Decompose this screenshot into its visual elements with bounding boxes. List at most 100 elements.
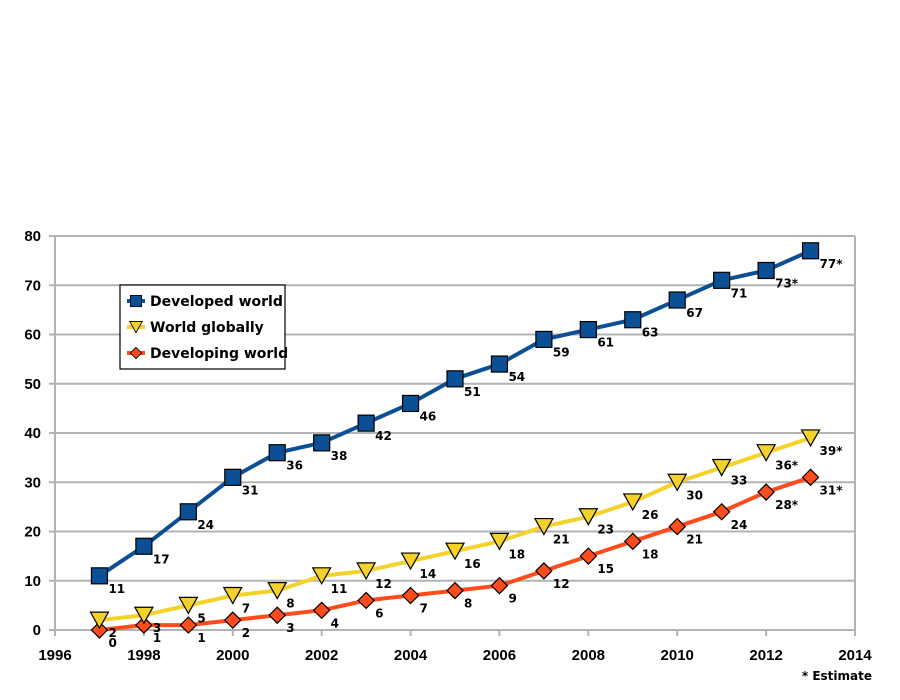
data-point-triangle — [267, 581, 288, 600]
data-point-square — [624, 311, 642, 329]
estimate-note: * Estimate — [802, 669, 872, 683]
data-point-square — [757, 261, 775, 280]
x-tick-label: 2010 — [661, 647, 694, 664]
legend-label: Developed world — [150, 294, 283, 310]
data-point-triangle — [444, 542, 466, 561]
data-label: 18 — [508, 547, 525, 561]
data-label: 2 — [108, 626, 116, 640]
data-point-diamond — [623, 532, 642, 551]
data-point-diamond — [490, 576, 509, 595]
data-point-triangle — [667, 473, 688, 492]
data-label: 12 — [375, 577, 392, 591]
data-point-square — [490, 355, 509, 373]
data-point-diamond — [668, 517, 687, 536]
data-point-square — [446, 370, 464, 388]
data-label: 9 — [508, 592, 516, 606]
legend-label: Developing world — [150, 346, 288, 362]
data-point-diamond — [579, 547, 598, 565]
x-tick-label: 2006 — [483, 647, 516, 664]
data-point-diamond — [712, 502, 731, 521]
data-point-square — [535, 330, 553, 349]
data-label: 21 — [686, 533, 703, 547]
data-point-square — [129, 294, 143, 308]
data-label: 11 — [108, 582, 125, 596]
series-group — [89, 242, 821, 639]
data-label: 8 — [286, 597, 294, 611]
data-label: 1 — [197, 631, 205, 645]
data-point-diamond — [223, 611, 242, 629]
data-point-square — [90, 567, 109, 585]
data-label: 63 — [642, 326, 659, 340]
data-point-diamond — [312, 601, 331, 620]
data-label: 46 — [420, 409, 437, 423]
x-tick-label: 2012 — [749, 647, 782, 664]
x-tick-label: 1996 — [38, 647, 71, 664]
data-label: 1 — [153, 631, 161, 645]
data-label: 51 — [464, 385, 481, 399]
data-point-diamond — [179, 616, 198, 634]
data-label: 26 — [642, 508, 659, 522]
data-label: 0 — [108, 636, 116, 650]
data-label: 18 — [642, 547, 659, 561]
data-point-diamond — [268, 606, 287, 625]
data-label: 54 — [508, 370, 525, 384]
data-label: 3 — [153, 621, 161, 635]
data-point-triangle — [489, 532, 510, 551]
legend-label: World globally — [150, 320, 264, 336]
data-point-diamond — [90, 621, 109, 639]
data-point-diamond — [757, 483, 775, 501]
data-label: 39* — [820, 444, 844, 458]
x-tick-label: 2000 — [216, 647, 249, 664]
y-tick-label: 40 — [24, 425, 41, 442]
data-label: 59 — [553, 345, 570, 359]
data-label: 71 — [731, 286, 748, 300]
data-point-triangle — [133, 606, 154, 625]
data-point-square — [268, 444, 286, 462]
data-point-triangle — [400, 552, 421, 571]
data-point-diamond — [129, 346, 143, 360]
data-point-diamond — [801, 468, 820, 487]
data-label: 11 — [331, 582, 348, 596]
x-tick-label: 1998 — [127, 647, 160, 664]
data-label: 3 — [286, 621, 294, 635]
data-label: 73* — [775, 276, 799, 290]
y-tick-label: 70 — [24, 277, 41, 294]
data-label: 24 — [731, 518, 748, 532]
x-tick-label: 2004 — [394, 647, 428, 664]
data-label: 36* — [775, 459, 799, 473]
data-point-square — [313, 434, 331, 452]
data-label: 8 — [464, 597, 472, 611]
y-tick-label: 10 — [24, 573, 41, 590]
data-point-triangle — [711, 458, 732, 477]
data-label: 2 — [242, 626, 250, 640]
data-point-square — [401, 394, 420, 413]
data-label: 4 — [331, 616, 339, 630]
data-point-square — [579, 320, 597, 339]
data-label: 31* — [820, 483, 844, 497]
y-tick-label: 20 — [24, 524, 41, 541]
data-label: 14 — [420, 567, 437, 581]
data-label: 21 — [553, 533, 570, 547]
data-label: 30 — [686, 488, 703, 502]
data-label: 23 — [597, 523, 614, 537]
data-point-triangle — [622, 493, 643, 512]
data-point-diamond — [446, 581, 464, 600]
data-point-square — [135, 537, 153, 555]
data-point-triangle — [178, 596, 199, 615]
data-label: 7 — [242, 602, 250, 616]
data-label: 24 — [197, 518, 214, 532]
data-point-diamond — [135, 616, 153, 634]
legend: Developed world World globally Developing … — [119, 284, 288, 370]
data-point-diamond — [357, 591, 375, 610]
data-point-square — [713, 271, 731, 289]
data-point-triangle — [311, 567, 332, 586]
data-point-square — [224, 468, 242, 486]
x-tick-label: 2014 — [838, 647, 872, 664]
data-label: 7 — [420, 602, 428, 616]
legend-box — [119, 284, 286, 370]
data-point-square — [668, 291, 686, 309]
data-label: 6 — [375, 606, 383, 620]
y-tick-label: 80 — [24, 228, 41, 245]
